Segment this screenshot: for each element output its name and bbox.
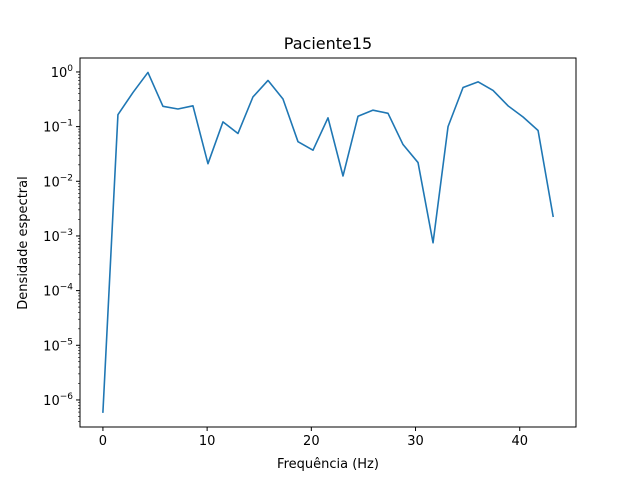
y-axis-label: Densidade espectral — [16, 176, 31, 309]
x-tick-label: 10 — [199, 434, 216, 449]
y-tick-label: 10−3 — [43, 228, 73, 245]
y-tick-label: 10−4 — [43, 283, 73, 300]
y-tick-label: 10−2 — [43, 173, 73, 190]
y-tick-label: 100 — [51, 64, 74, 81]
plot-line — [102, 71, 555, 413]
ticks: 0 10 20 30 40 10−6 10−5 10−4 10−3 10−2 10−1 100 — [43, 64, 528, 449]
plot-frame — [79, 57, 577, 428]
y-tick-label: 10−6 — [43, 392, 73, 409]
y-tick-label: 10−1 — [43, 119, 73, 136]
series-line — [102, 71, 555, 413]
x-tick-label: 20 — [303, 434, 320, 449]
x-tick-label: 40 — [511, 434, 528, 449]
x-tick-label: 0 — [99, 434, 107, 449]
y-tick-label: 10−5 — [43, 337, 73, 354]
x-tick-label: 30 — [407, 434, 424, 449]
chart-title: Paciente15 — [284, 34, 372, 53]
x-axis-label: Frequência (Hz) — [277, 457, 379, 472]
